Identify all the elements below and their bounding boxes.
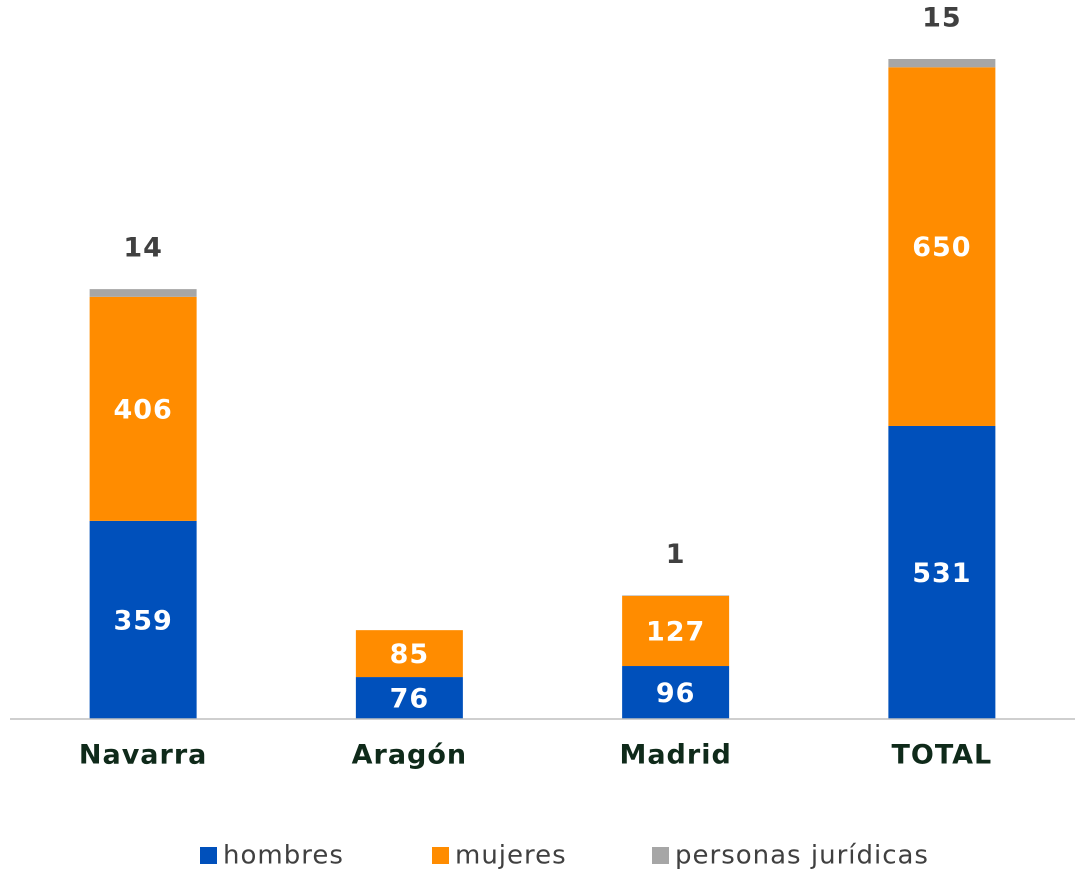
data-label: 531 xyxy=(912,558,971,589)
data-label: 359 xyxy=(113,605,172,636)
data-label: 1 xyxy=(666,539,686,570)
x-tick-label: Aragón xyxy=(352,740,468,771)
data-label: 85 xyxy=(390,639,430,670)
bar-segment xyxy=(89,296,197,521)
data-label: 96 xyxy=(656,678,696,709)
legend-swatch xyxy=(652,847,669,864)
data-label: 127 xyxy=(646,616,705,647)
bar-segment xyxy=(355,630,463,678)
legend-swatch xyxy=(200,847,217,864)
bar-segment xyxy=(888,59,996,68)
bar-segment xyxy=(622,666,730,719)
bar-segment xyxy=(622,595,730,596)
data-label: 406 xyxy=(113,394,172,425)
x-tick-label: Madrid xyxy=(619,740,731,771)
legend-label: personas jurídicas xyxy=(675,841,929,870)
x-tick-label: TOTAL xyxy=(891,740,992,771)
data-label: 650 xyxy=(912,232,971,263)
bar-segment xyxy=(89,289,197,297)
bar-segment xyxy=(622,595,730,667)
data-label: 14 xyxy=(123,233,163,264)
legend-swatch xyxy=(432,847,449,864)
bar-segment xyxy=(89,520,197,719)
legend-label: mujeres xyxy=(455,841,567,870)
bar-segment xyxy=(888,67,996,426)
bar-segment xyxy=(888,425,996,719)
legend-label: hombres xyxy=(223,841,344,870)
data-label: 15 xyxy=(922,3,962,34)
data-label: 76 xyxy=(390,684,430,715)
bar-segment xyxy=(355,677,463,719)
x-tick-label: Navarra xyxy=(79,740,208,771)
